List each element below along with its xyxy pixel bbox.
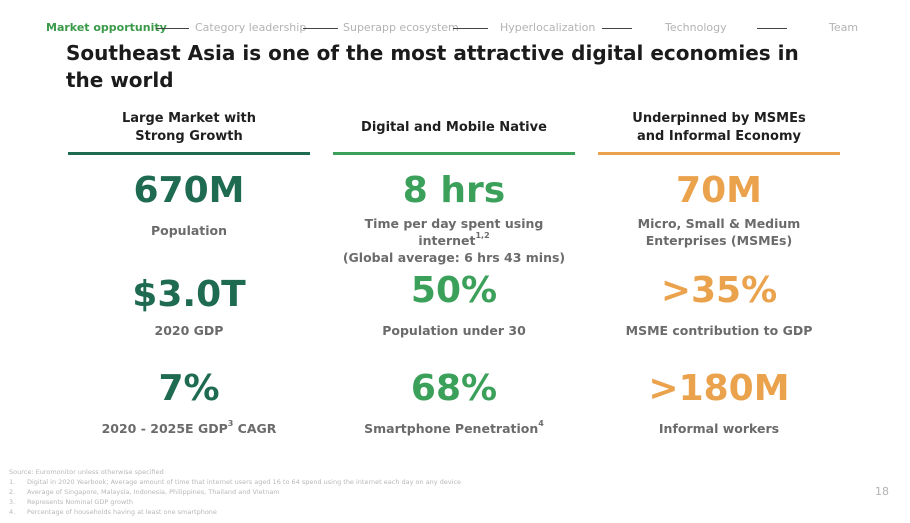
footnote-item: 4. Percentage of households having at lea… — [9, 507, 461, 517]
stat-informal-workers: >180M Informal workers — [598, 369, 840, 437]
nav-connector — [453, 28, 488, 29]
nav-item-category-leadership[interactable]: Category leadership — [195, 21, 307, 34]
nav-connector — [156, 28, 189, 29]
footnote-text: Digital in 2020 Yearbook; Average amount… — [27, 478, 462, 486]
nav-connector — [757, 28, 787, 29]
stat-label-text: CAGR — [233, 421, 277, 436]
footnote-text: Represents Nominal GDP growth — [27, 498, 133, 506]
footnote-number: 3. — [9, 498, 16, 506]
column-large-market: Large Market with Strong Growth 670M Pop… — [68, 105, 310, 436]
stat-label-secondary: Enterprises (MSMEs) — [645, 233, 793, 248]
footnote-source: Source: Euromonitor unless otherwise spe… — [9, 468, 164, 476]
stat-value: 70M — [676, 170, 762, 211]
stat-label: Informal workers — [658, 421, 780, 436]
footnotes: Source: Euromonitor unless otherwise spe… — [9, 467, 461, 517]
column-msmes: Underpinned by MSMEs and Informal Econom… — [598, 105, 840, 436]
nav-connector — [303, 28, 338, 29]
nav-item-hyperlocalization[interactable]: Hyperlocalization — [500, 21, 596, 34]
stat-msme-gdp-contribution: >35% MSME contribution to GDP — [598, 271, 840, 339]
stat-value: $3.0T — [132, 274, 246, 315]
stat-smartphone-penetration: 68% Smartphone Penetration4 — [333, 369, 575, 437]
footnote-item: 1. Digital in 2020 Yearbook; Average amou… — [9, 477, 461, 487]
column-divider — [68, 152, 310, 155]
footnote-number: 2. — [9, 488, 16, 496]
nav-item-market-opportunity[interactable]: Market opportunity — [46, 21, 167, 34]
stat-label: Micro, Small & Medium — [637, 216, 801, 231]
stat-value: >180M — [648, 368, 790, 409]
nav-item-technology[interactable]: Technology — [665, 21, 727, 34]
column-heading-text: Digital and Mobile Native — [361, 120, 547, 135]
nav-connector — [602, 28, 632, 29]
stat-label: Time per day spent using internet1,2 — [333, 215, 575, 249]
stat-gdp: $3.0T 2020 GDP — [68, 275, 310, 339]
footnote-number: 1. — [9, 478, 16, 486]
stat-value: 7% — [158, 368, 220, 409]
stat-label-text: Time per day spent using internet — [364, 216, 544, 248]
footnote-text: Average of Singapore, Malaysia, Indonesi… — [27, 488, 280, 496]
stat-value: 8 hrs — [402, 170, 506, 211]
column-heading: Large Market with Strong Growth — [68, 105, 310, 151]
stat-label-text: 2020 - 2025E GDP — [101, 421, 228, 436]
footnote-ref: 3 — [227, 419, 234, 428]
column-divider — [598, 152, 840, 155]
footnote-text: Percentage of households having at least… — [27, 508, 217, 516]
stat-population: 670M Population — [68, 171, 310, 239]
nav-item-team[interactable]: Team — [829, 21, 859, 34]
footnote-ref: 4 — [538, 419, 544, 428]
stat-internet-time: 8 hrs Time per day spent using internet1… — [333, 171, 575, 266]
column-divider — [333, 152, 575, 155]
stat-label-text: Smartphone Penetration — [364, 421, 539, 436]
stat-label: 2020 GDP — [154, 323, 224, 338]
footnote-number: 4. — [9, 508, 16, 516]
stat-value: 50% — [410, 270, 498, 311]
stat-label: MSME contribution to GDP — [625, 323, 813, 338]
stat-value: >35% — [660, 270, 778, 311]
stat-gdp-cagr: 7% 2020 - 2025E GDP3 CAGR — [68, 369, 310, 437]
column-heading-text: Large Market with Strong Growth — [121, 111, 257, 144]
column-heading: Digital and Mobile Native — [333, 105, 575, 151]
stat-value: 670M — [133, 170, 245, 211]
stat-label: Smartphone Penetration4 — [333, 420, 575, 437]
nav-item-superapp-ecosystem[interactable]: Superapp ecosystem — [343, 21, 459, 34]
stat-label: Population under 30 — [382, 323, 526, 338]
page-title: Southeast Asia is one of the most attrac… — [66, 41, 799, 92]
stat-msmes: 70M Micro, Small & Medium Enterprises (M… — [598, 171, 840, 249]
column-digital-mobile: Digital and Mobile Native 8 hrs Time per… — [333, 105, 575, 436]
section-nav: Market opportunity Category leadership S… — [0, 21, 910, 37]
column-heading-text: Underpinned by MSMEs and Informal Econom… — [632, 111, 806, 144]
stat-label: Population — [150, 223, 228, 238]
footnote-item: 3. Represents Nominal GDP growth — [9, 497, 461, 507]
footnote-ref: 1,2 — [475, 231, 490, 240]
stat-population-under-30: 50% Population under 30 — [333, 271, 575, 339]
page-number: 18 — [875, 485, 889, 498]
stat-label: 2020 - 2025E GDP3 CAGR — [68, 420, 310, 437]
stat-label-secondary: (Global average: 6 hrs 43 mins) — [342, 250, 566, 265]
column-heading: Underpinned by MSMEs and Informal Econom… — [598, 105, 840, 151]
footnote-item: 2. Average of Singapore, Malaysia, Indone… — [9, 487, 461, 497]
stat-value: 68% — [410, 368, 498, 409]
